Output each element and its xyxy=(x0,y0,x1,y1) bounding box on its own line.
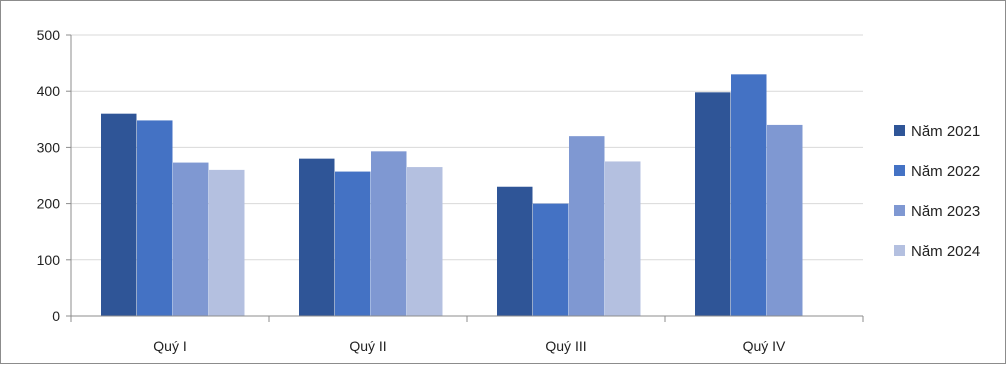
legend: Năm 2021 Năm 2022 Năm 2023 Năm 2024 xyxy=(894,123,980,260)
y-tick-label: 500 xyxy=(37,27,61,43)
x-tick-label: Quý III xyxy=(545,338,586,354)
bar xyxy=(335,171,371,316)
bar xyxy=(533,203,569,316)
legend-swatch xyxy=(894,165,905,176)
bar xyxy=(209,169,245,316)
legend-swatch xyxy=(894,245,905,256)
x-axis: Quý I Quý II Quý III Quý IV xyxy=(70,315,864,354)
bar xyxy=(497,186,533,316)
bar xyxy=(569,136,605,316)
bar xyxy=(137,120,173,316)
bars xyxy=(101,74,803,317)
bar xyxy=(101,113,137,317)
y-tick-label: 100 xyxy=(37,252,61,268)
legend-swatch xyxy=(894,205,905,216)
bar xyxy=(407,167,443,316)
bar xyxy=(371,151,407,316)
y-tick-label: 400 xyxy=(37,83,61,99)
legend-swatch xyxy=(894,125,905,136)
x-tick-label: Quý I xyxy=(153,338,186,354)
bar xyxy=(767,124,803,316)
legend-label: Năm 2023 xyxy=(911,203,980,220)
legend-label: Năm 2021 xyxy=(911,123,980,140)
legend-label: Năm 2022 xyxy=(911,163,980,180)
bar xyxy=(731,74,767,316)
bar xyxy=(299,158,335,316)
bar xyxy=(695,92,731,316)
y-axis-ticks: 0 100 200 300 400 500 xyxy=(37,27,72,324)
legend-label: Năm 2024 xyxy=(911,243,980,260)
y-tick-label: 0 xyxy=(52,308,60,324)
bar xyxy=(605,161,641,316)
bar xyxy=(173,162,209,316)
y-tick-label: 300 xyxy=(37,139,61,155)
y-tick-label: 200 xyxy=(37,196,61,212)
x-tick-label: Quý II xyxy=(349,338,386,354)
x-tick-label: Quý IV xyxy=(743,338,786,354)
